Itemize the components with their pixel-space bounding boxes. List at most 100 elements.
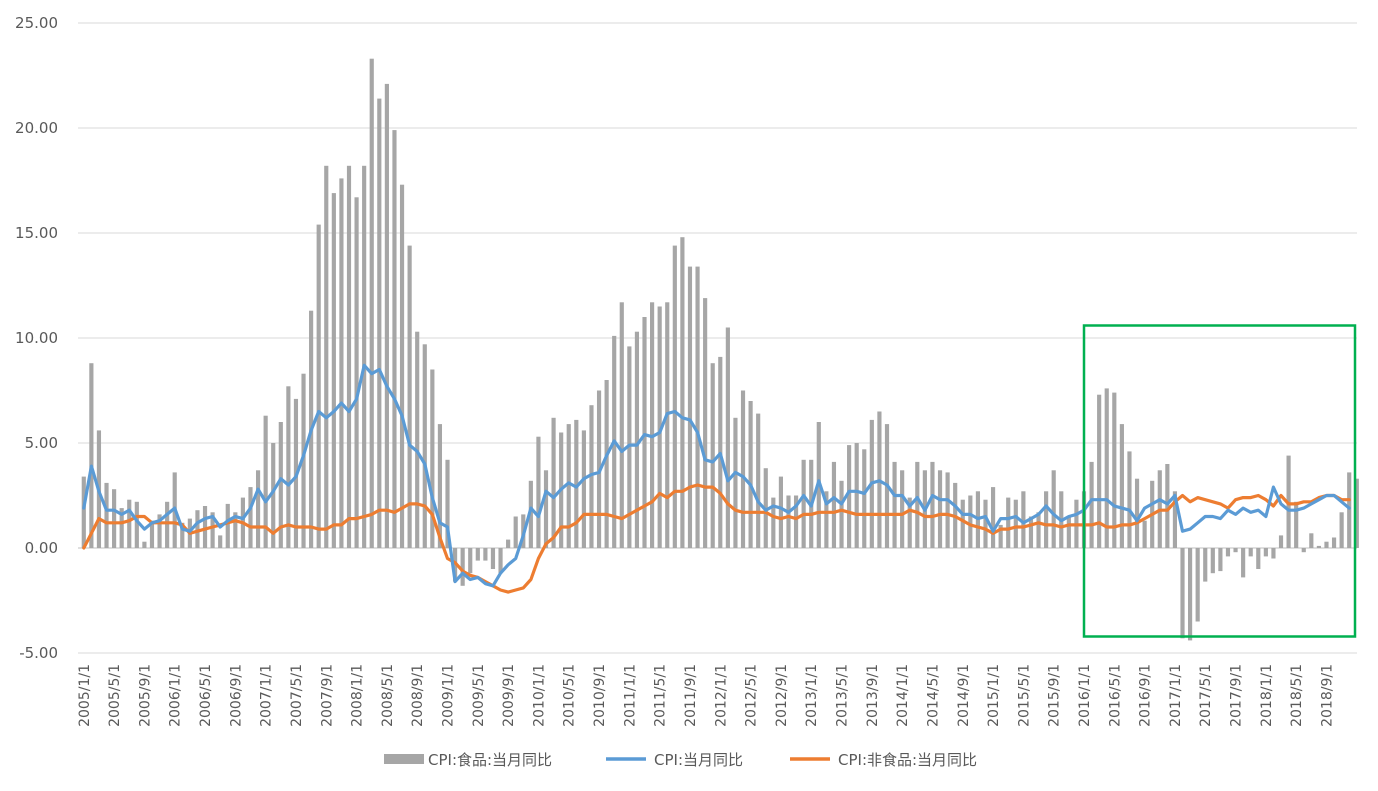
food-cpi-bar (460, 548, 465, 586)
gridlines (78, 22, 1357, 654)
food-cpi-bar (1006, 497, 1011, 548)
food-cpi-bar (225, 503, 230, 548)
x-tick-label: 2007/1/1 (259, 664, 275, 727)
food-cpi-bar (824, 491, 829, 548)
food-cpi-bar (907, 497, 912, 548)
food-cpi-bar (1142, 520, 1147, 548)
x-tick: 2006/1/1 (168, 664, 184, 727)
x-tick-label: 2006/5/1 (198, 664, 214, 727)
x-tick: 2008/9/1 (410, 664, 426, 727)
x-tick: 2011/1/1 (622, 664, 638, 727)
y-tick-label: 0.00 (25, 539, 58, 557)
food-cpi-bar (210, 512, 215, 548)
y-tick-label: 25.00 (15, 14, 58, 32)
food-cpi-bar (286, 386, 291, 548)
food-cpi-bar (793, 495, 799, 548)
x-tick: 2015/9/1 (1047, 664, 1063, 727)
food-cpi-bar (89, 363, 94, 548)
food-cpi-bar (1097, 394, 1102, 548)
food-cpi-bar (324, 165, 329, 549)
x-tick-label: 2006/9/1 (228, 664, 244, 727)
food-cpi-bar (422, 344, 427, 548)
x-tick: 2013/1/1 (804, 664, 820, 727)
food-cpi-bar (945, 472, 950, 548)
x-tick: 2006/9/1 (228, 664, 244, 727)
food-cpi-bar (589, 405, 594, 548)
food-cpi-bar (1324, 541, 1329, 548)
x-tick: 2018/5/1 (1289, 664, 1305, 727)
food-cpi-bar (134, 501, 139, 548)
x-tick: 2007/1/1 (259, 664, 275, 727)
food-cpi-bar (498, 548, 503, 574)
x-tick: 2005/5/1 (107, 664, 123, 727)
x-tick-label: 2018/9/1 (1320, 664, 1336, 727)
x-tick: 2013/5/1 (835, 664, 851, 727)
food-cpi-bar (862, 449, 867, 548)
food-cpi-bar (1112, 392, 1117, 548)
food-cpi-bar (112, 489, 117, 548)
food-cpi-bar (248, 487, 253, 548)
food-cpi-bar (1225, 548, 1231, 557)
food-cpi-bar (218, 535, 223, 548)
food-cpi-bar (1203, 548, 1208, 582)
highlight-box (1082, 324, 1357, 638)
food-cpi-bar (1089, 461, 1094, 548)
x-tick-label: 2013/5/1 (835, 664, 851, 727)
food-cpi-bar (1241, 548, 1246, 578)
food-cpi-bar (1347, 472, 1352, 548)
food-cpi-bar (1248, 548, 1253, 557)
food-cpi-bar (263, 415, 268, 548)
x-tick-label: 2014/5/1 (926, 664, 942, 727)
x-tick-label: 2007/9/1 (319, 664, 335, 727)
x-tick-label: 2012/9/1 (774, 664, 790, 727)
food-cpi-bar (384, 83, 389, 549)
food-cpi-bar (415, 331, 420, 548)
food-cpi-bar (1195, 548, 1200, 622)
x-tick: 2013/9/1 (865, 664, 881, 727)
highlight-rect (1082, 324, 1357, 638)
food-cpi-bar (165, 501, 170, 548)
food-cpi-bar (672, 245, 677, 548)
x-tick-label: 2010/9/1 (592, 664, 608, 727)
food-cpi-bar (490, 548, 496, 569)
food-cpi-bar (831, 461, 837, 548)
food-cpi-bar (1021, 491, 1026, 548)
x-tick: 2012/5/1 (744, 664, 760, 727)
x-tick: 2007/5/1 (289, 664, 305, 727)
food-cpi-bar (271, 443, 276, 548)
food-cpi-bar (687, 266, 693, 548)
x-tick: 2005/1/1 (77, 664, 93, 727)
food-cpi-bar (1233, 548, 1238, 553)
x-tick-label: 2006/1/1 (168, 664, 184, 727)
food-cpi-bar (892, 461, 897, 548)
x-tick-label: 2013/1/1 (804, 664, 820, 727)
food-cpi-bar (528, 480, 533, 548)
x-tick-label: 2013/9/1 (865, 664, 881, 727)
food-cpi-bar (316, 224, 321, 548)
food-cpi-bar (756, 413, 761, 548)
x-tick: 2018/1/1 (1259, 664, 1275, 727)
food-cpi-bar (1339, 512, 1344, 548)
food-cpi-bar (1180, 548, 1185, 639)
food-cpi-bar (748, 401, 753, 548)
food-cpi-bar (1263, 548, 1268, 557)
x-tick-label: 2017/1/1 (1168, 664, 1184, 727)
food-cpi-bar (1331, 537, 1337, 548)
x-tick: 2016/5/1 (1107, 664, 1123, 727)
food-cpi-bar (801, 459, 806, 548)
food-cpi-bar (1278, 535, 1284, 548)
food-cpi-bar (1188, 548, 1193, 641)
food-cpi-bar (104, 482, 109, 548)
y-tick-label: 5.00 (25, 434, 58, 452)
x-tick-label: 2007/5/1 (289, 664, 305, 727)
food-cpi-bar (771, 497, 776, 548)
food-cpi-bar (339, 178, 344, 548)
food-cpi-bar (695, 266, 700, 548)
food-cpi-bar (1172, 491, 1178, 548)
food-cpi-bar (847, 445, 852, 548)
x-tick-label: 2015/5/1 (1016, 664, 1032, 727)
x-tick: 2009/9/1 (501, 664, 517, 727)
food-cpi-bar (665, 302, 670, 548)
food-cpi-bar (604, 380, 609, 548)
legend: CPI:食品:当月同比 CPI:当月同比 CPI:非食品:当月同比 (384, 751, 977, 769)
